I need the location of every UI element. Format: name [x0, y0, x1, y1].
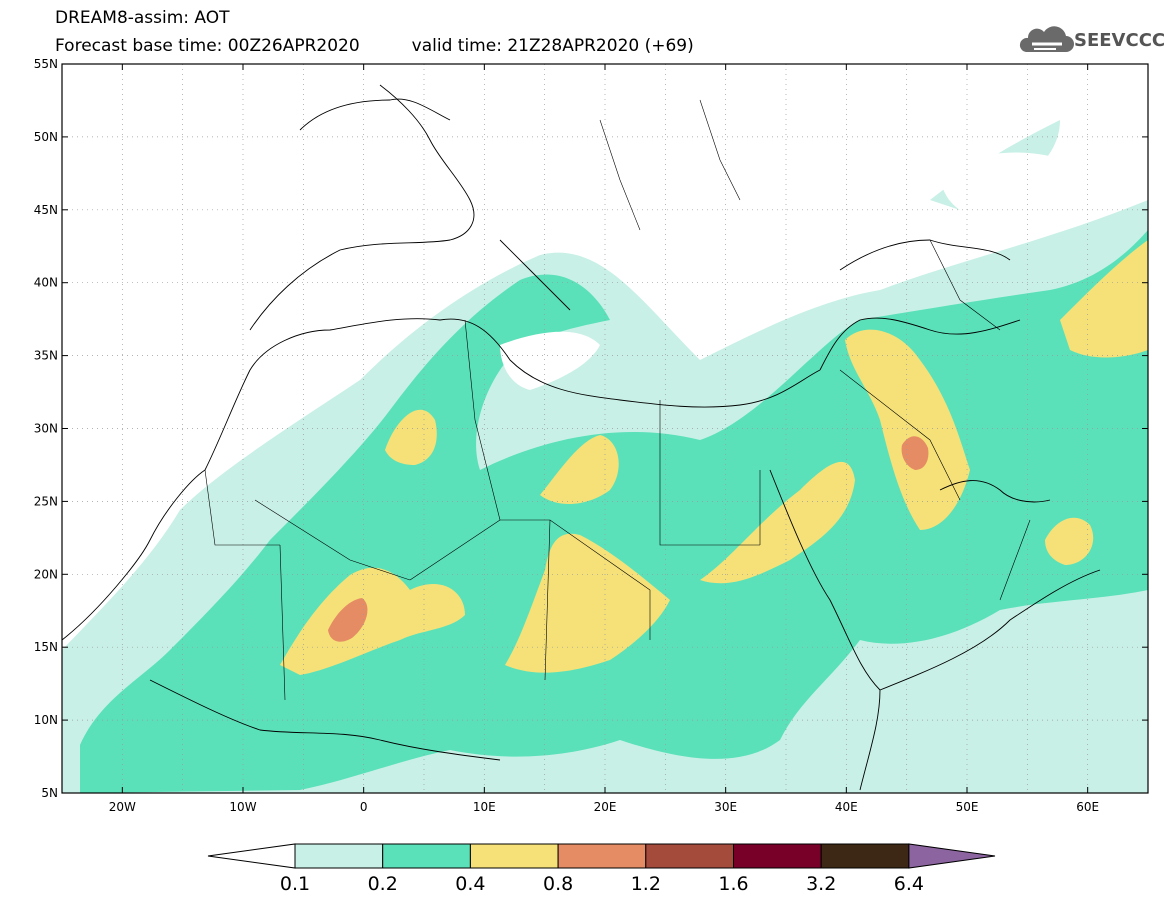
- lon-tick-label: 30E: [714, 800, 737, 814]
- colorbar-min-arrow: [207, 843, 296, 869]
- colorbar-label: 3.2: [806, 873, 837, 895]
- colorbar-label: 1.2: [630, 873, 661, 895]
- colorbar-label: 0.2: [367, 873, 398, 895]
- lon-tick-label: 20E: [594, 800, 617, 814]
- colorbar-max-arrow: [908, 843, 996, 869]
- colorbar-segment: [382, 843, 471, 869]
- forecast-times: Forecast base time: 00Z26APR2020 valid ti…: [55, 36, 694, 56]
- aot-band-0-4-algeria: [385, 409, 437, 465]
- lat-tick-label: 25N: [34, 494, 58, 508]
- colorbar: [207, 843, 996, 869]
- aot-band-0-4-oman: [1045, 517, 1094, 565]
- gridlines: [62, 64, 1148, 793]
- colorbar-label: 0.4: [455, 873, 486, 895]
- lat-tick-label: 45N: [34, 203, 58, 217]
- lat-tick-label: 5N: [41, 786, 58, 800]
- aot-band-0-4-sudan: [700, 461, 855, 584]
- aot-clear-med: [500, 331, 600, 390]
- lon-tick-label: 10W: [229, 800, 256, 814]
- lon-tick-label: 0: [360, 800, 368, 814]
- colorbar-label: 0.8: [542, 873, 574, 895]
- colorbar-segment: [733, 843, 822, 869]
- lat-tick-label: 50N: [34, 130, 58, 144]
- lat-tick-label: 30N: [34, 422, 58, 436]
- lon-tick-label: 60E: [1076, 800, 1099, 814]
- colorbar-segment: [557, 843, 647, 869]
- aot-band-0-4-iraq: [845, 329, 970, 530]
- lon-tick-label: 20W: [109, 800, 136, 814]
- coastlines: [62, 84, 1101, 791]
- colorbar-label: 1.6: [718, 873, 749, 895]
- aot-band-0-4-sahel: [280, 567, 465, 675]
- lat-tick-label: 10N: [34, 713, 58, 727]
- aot-band-0-4-libya: [540, 435, 619, 505]
- aot-band-0-4-iran: [1060, 240, 1148, 358]
- lon-tick-label: 10E: [473, 800, 496, 814]
- lat-tick-label: 40N: [34, 276, 58, 290]
- colorbar-label: 6.4: [893, 873, 924, 895]
- logo-text: SEEVCCC: [1074, 30, 1165, 51]
- aot-clear-ne: [940, 152, 1100, 214]
- lat-tick-label: 20N: [34, 567, 58, 581]
- latitude-axis: 55N 50N 45N 40N 35N 30N 25N 20N 15N 10N 5N: [34, 57, 1148, 800]
- colorbar-segment: [820, 843, 910, 869]
- lon-tick-label: 50E: [956, 800, 979, 814]
- aot-field: [62, 64, 1148, 793]
- lat-tick-label: 55N: [34, 57, 58, 71]
- valid-time: valid time: 21Z28APR2020 (+69): [411, 36, 694, 56]
- aot-band-0-8-mali: [328, 598, 368, 642]
- lat-tick-label: 15N: [34, 640, 58, 654]
- colorbar-segment: [469, 843, 559, 869]
- colorbar-label: 0.1: [279, 873, 311, 895]
- map-title: DREAM8-assim: AOT: [55, 8, 230, 28]
- country-borders: [204, 99, 1031, 701]
- longitude-axis: 20W 10W 0 10E 20E 30E 40E 50E 60E: [109, 64, 1099, 814]
- seevccc-logo: SEEVCCC: [1018, 24, 1165, 58]
- lat-tick-label: 35N: [34, 349, 58, 363]
- cloud-icon: [1019, 26, 1074, 52]
- colorbar-segment: [294, 843, 384, 869]
- aot-band-0-8-iraq: [901, 436, 929, 470]
- lon-tick-label: 40E: [835, 800, 858, 814]
- base-time: Forecast base time: 00Z26APR2020: [55, 36, 360, 56]
- colorbar-segment: [645, 843, 734, 869]
